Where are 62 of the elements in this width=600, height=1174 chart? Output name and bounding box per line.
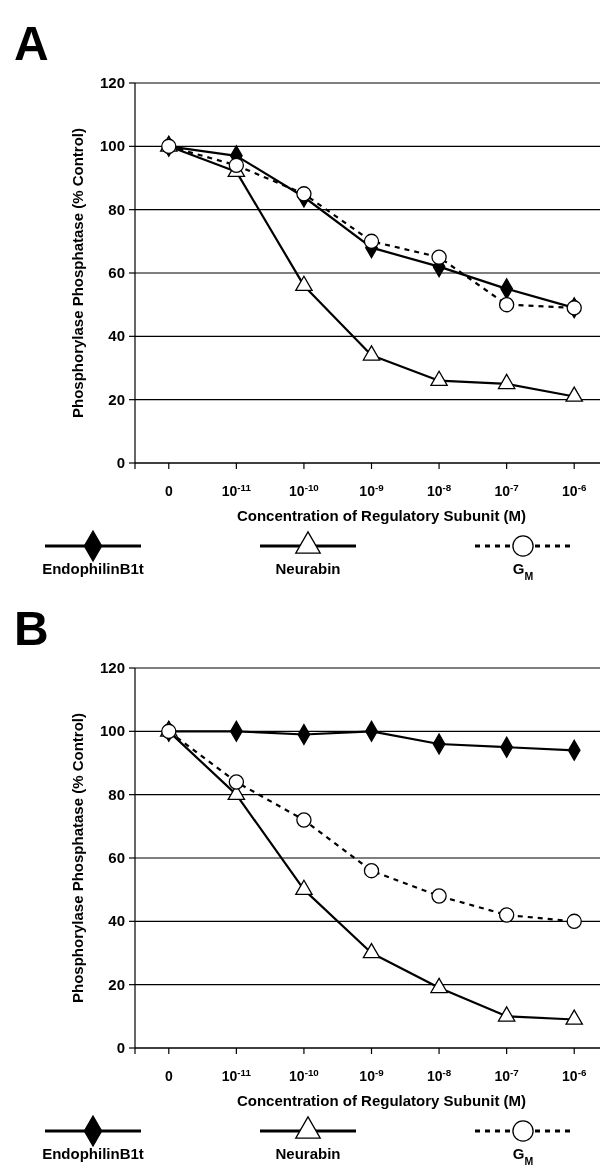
x-tick-label: 10$^{-6}$ bbox=[562, 1066, 587, 1084]
legend-label: G$_{M}$ bbox=[512, 1145, 534, 1167]
point bbox=[566, 300, 582, 316]
point bbox=[296, 186, 312, 202]
y-tick-label: 120 bbox=[99, 74, 125, 91]
chart-title: B bbox=[14, 602, 49, 655]
x-tick-label: 10$^{-11}$ bbox=[221, 1066, 252, 1084]
point bbox=[295, 879, 313, 896]
point bbox=[430, 977, 448, 994]
point bbox=[362, 345, 381, 361]
point bbox=[566, 913, 582, 930]
y-axis-title: Phosphorylase Phosphatase (% Control) bbox=[69, 127, 86, 419]
legend-label: Neurabin bbox=[275, 560, 341, 577]
y-tick-label: 40 bbox=[108, 912, 125, 930]
y-tick-label: 0 bbox=[116, 454, 125, 471]
point bbox=[498, 296, 515, 313]
legend-label: EndophilinB1t bbox=[42, 560, 144, 577]
chart-title: A bbox=[14, 17, 49, 70]
x-tick-label: 10$^{-10}$ bbox=[289, 481, 320, 499]
y-tick-label: 0 bbox=[116, 1039, 125, 1056]
point bbox=[228, 774, 245, 790]
point bbox=[565, 1009, 584, 1025]
y-tick-label: 80 bbox=[108, 200, 125, 218]
point bbox=[431, 888, 447, 904]
point bbox=[363, 862, 380, 879]
y-tick-label: 20 bbox=[108, 975, 125, 993]
legend-label: G$_{M}$ bbox=[512, 560, 534, 582]
x-tick-label: 10$^{-10}$ bbox=[289, 1066, 320, 1084]
x-tick-label: 10$^{-6}$ bbox=[562, 481, 587, 499]
y-tick-label: 20 bbox=[108, 390, 125, 408]
x-tick-label: 10$^{-9}$ bbox=[359, 1066, 385, 1084]
x-tick-label: 10$^{-9}$ bbox=[359, 481, 385, 499]
y-axis-title: Phosphorylase Phosphatase (% Control) bbox=[69, 712, 86, 1004]
point bbox=[498, 907, 515, 923]
x-tick-label: 10$^{-8}$ bbox=[426, 1066, 452, 1084]
point bbox=[362, 942, 381, 959]
point bbox=[430, 370, 448, 387]
x-axis-title: Concentration of Regulatory Subunit (M) bbox=[236, 1092, 527, 1109]
y-tick-label: 100 bbox=[99, 137, 125, 155]
y-tick-label: 60 bbox=[108, 264, 125, 281]
legend-label: EndophilinB1t bbox=[42, 1145, 144, 1162]
point bbox=[296, 812, 312, 828]
y-tick-label: 120 bbox=[99, 659, 125, 676]
x-tick-label: 0 bbox=[164, 483, 173, 499]
x-tick-label: 0 bbox=[164, 1068, 173, 1084]
x-axis-title: Concentration of Regulatory Subunit (M) bbox=[236, 507, 527, 524]
point bbox=[565, 386, 584, 402]
x-tick-label: 10$^{-7}$ bbox=[494, 481, 520, 499]
x-tick-label: 10$^{-11}$ bbox=[221, 481, 252, 499]
legend-label: Neurabin bbox=[275, 1145, 341, 1162]
x-tick-label: 10$^{-7}$ bbox=[494, 1066, 520, 1084]
y-tick-label: 80 bbox=[108, 785, 125, 803]
point bbox=[295, 275, 313, 292]
y-tick-label: 100 bbox=[99, 722, 125, 740]
point bbox=[497, 373, 516, 390]
point bbox=[363, 233, 380, 250]
y-tick-label: 60 bbox=[108, 849, 125, 866]
point bbox=[228, 157, 245, 174]
y-tick-label: 40 bbox=[108, 327, 125, 345]
point bbox=[431, 249, 447, 265]
x-tick-label: 10$^{-8}$ bbox=[426, 481, 452, 499]
point bbox=[497, 1006, 516, 1022]
